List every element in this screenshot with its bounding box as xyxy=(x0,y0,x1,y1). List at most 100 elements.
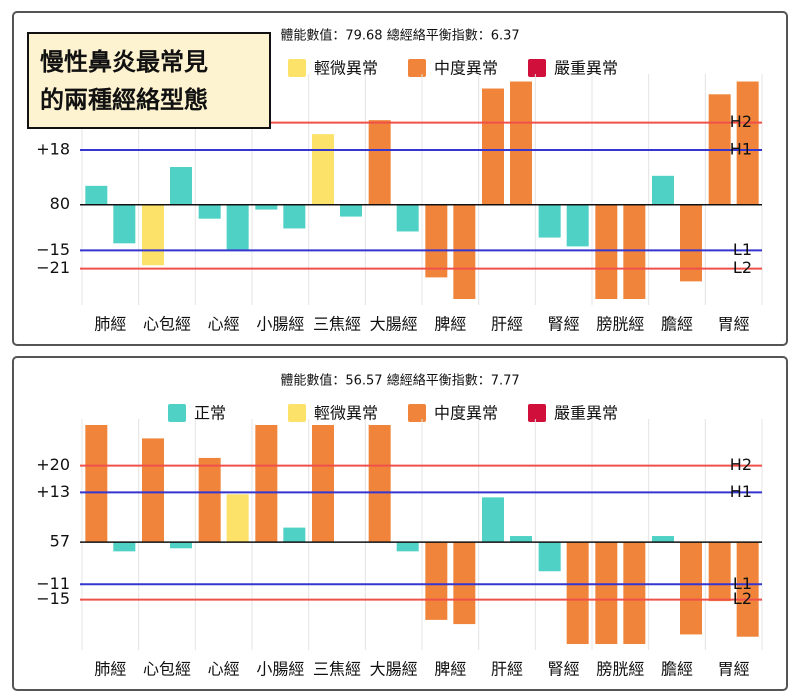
bar xyxy=(312,134,334,205)
y-tick-label: +20 xyxy=(36,455,70,474)
legend-label: 輕微異常 xyxy=(314,59,378,78)
chart-title: 體能數值：79.68 總經絡平衡指數：6.37 xyxy=(280,28,519,44)
y-tick-label: +18 xyxy=(36,139,70,158)
bar xyxy=(142,204,164,266)
bar xyxy=(453,204,476,299)
bar xyxy=(425,542,448,620)
reference-label: H1 xyxy=(730,482,752,501)
bar xyxy=(652,536,674,543)
x-tick-label: 小腸經 xyxy=(256,660,304,679)
reference-label: L2 xyxy=(733,589,752,608)
bar xyxy=(226,494,249,543)
x-tick-label: 大腸經 xyxy=(370,315,418,334)
bar xyxy=(170,542,192,549)
legend-swatch xyxy=(528,59,546,77)
bar xyxy=(396,542,419,552)
x-tick-label: 脾經 xyxy=(434,315,466,334)
x-tick-label: 腎經 xyxy=(548,315,580,334)
bar xyxy=(623,542,646,644)
reference-label: L2 xyxy=(733,258,752,277)
reference-label: H2 xyxy=(730,112,752,131)
bar xyxy=(340,204,362,217)
x-tick-label: 心包經 xyxy=(143,315,191,334)
bar xyxy=(283,527,306,543)
x-tick-label: 膀胱經 xyxy=(596,315,644,334)
legend-label: 輕微異常 xyxy=(314,404,378,423)
bar xyxy=(198,204,221,219)
bar xyxy=(312,425,334,543)
bar xyxy=(736,81,759,205)
x-tick-label: 肝經 xyxy=(491,660,523,679)
bar xyxy=(255,425,278,543)
x-tick-label: 胃經 xyxy=(718,660,750,679)
legend-label: 嚴重異常 xyxy=(554,59,618,78)
legend-label: 中度異常 xyxy=(434,59,498,78)
bar xyxy=(595,204,618,299)
x-tick-label: 腎經 xyxy=(548,660,580,679)
x-tick-label: 肺經 xyxy=(94,660,126,679)
legend-swatch xyxy=(288,59,306,77)
bar xyxy=(198,457,221,543)
bar xyxy=(85,425,108,543)
reference-label: H1 xyxy=(730,139,752,158)
bar xyxy=(170,166,192,205)
legend-label: 嚴重異常 xyxy=(554,404,618,423)
x-tick-label: 脾經 xyxy=(434,660,466,679)
x-tick-label: 膽經 xyxy=(661,315,693,334)
bar xyxy=(396,204,419,232)
bar xyxy=(85,185,108,205)
bar xyxy=(652,175,674,205)
panel xyxy=(12,356,788,691)
bar xyxy=(113,542,136,552)
bar xyxy=(623,204,646,299)
x-tick-label: 肝經 xyxy=(491,315,523,334)
bar xyxy=(566,542,589,644)
x-tick-label: 心包經 xyxy=(143,660,191,679)
bar xyxy=(368,425,391,543)
legend-label: 正常 xyxy=(194,404,226,423)
y-tick-label: −11 xyxy=(36,574,70,593)
y-tick-label: −15 xyxy=(36,240,70,259)
bar xyxy=(425,204,448,278)
bar xyxy=(510,536,532,543)
annotation-box xyxy=(27,32,271,129)
y-tick-label: 80 xyxy=(50,194,70,213)
y-tick-label: −15 xyxy=(36,589,70,608)
x-tick-label: 膽經 xyxy=(661,660,693,679)
x-tick-label: 小腸經 xyxy=(256,315,304,334)
x-tick-label: 胃經 xyxy=(718,315,750,334)
x-tick-label: 三焦經 xyxy=(313,660,361,679)
legend-swatch xyxy=(408,59,426,77)
bar xyxy=(510,81,532,205)
x-tick-label: 三焦經 xyxy=(313,315,361,334)
bar xyxy=(453,542,476,625)
bar xyxy=(113,204,136,244)
bar xyxy=(482,88,504,205)
x-tick-label: 膀胱經 xyxy=(596,660,644,679)
x-tick-label: 大腸經 xyxy=(370,660,418,679)
bar xyxy=(255,204,278,210)
bar xyxy=(595,542,618,644)
bar xyxy=(226,204,249,250)
bar xyxy=(283,204,306,229)
legend-swatch xyxy=(408,404,426,422)
legend-swatch xyxy=(168,404,186,422)
bar xyxy=(680,204,702,282)
y-tick-label: −21 xyxy=(36,258,70,277)
annotation-text: 的兩種經絡型態 xyxy=(40,86,208,114)
bar xyxy=(566,204,589,247)
bar xyxy=(538,204,561,238)
legend-swatch xyxy=(528,404,546,422)
reference-label: L1 xyxy=(733,574,752,593)
x-tick-label: 心經 xyxy=(208,315,240,334)
x-tick-label: 心經 xyxy=(208,660,240,679)
bar xyxy=(680,542,702,635)
bar xyxy=(368,120,391,205)
x-tick-label: 肺經 xyxy=(94,315,126,334)
reference-label: L1 xyxy=(733,240,752,259)
bar xyxy=(538,542,561,572)
bar xyxy=(736,542,759,637)
legend-swatch xyxy=(288,404,306,422)
chart-title: 體能數值：56.57 總經絡平衡指數：7.77 xyxy=(280,373,519,389)
